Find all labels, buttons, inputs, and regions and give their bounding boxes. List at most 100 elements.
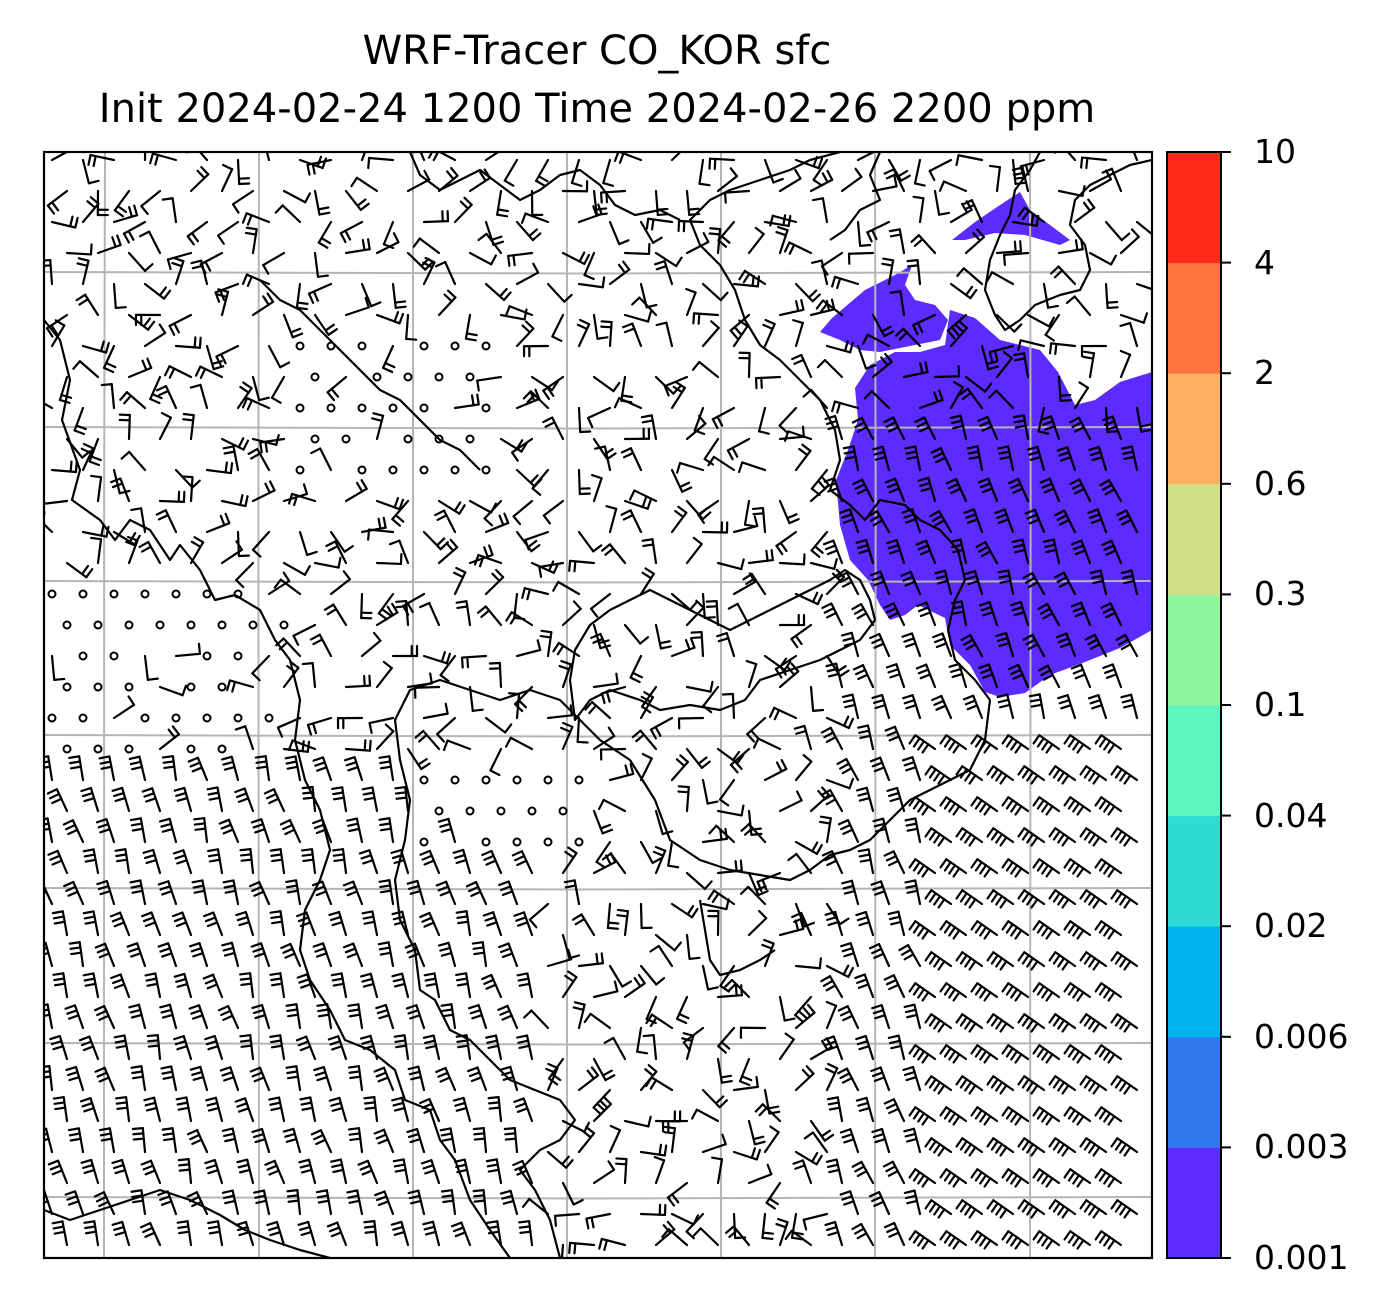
wind-barb (130, 1065, 147, 1092)
wind-barb (307, 282, 333, 304)
plume-northeast-area (952, 192, 1070, 245)
wind-barb-calm (481, 775, 491, 785)
wind-barb (138, 540, 162, 565)
wind-barb (391, 282, 407, 309)
wind-barb (823, 477, 844, 503)
wind-barb (884, 725, 906, 751)
wind-barb (949, 200, 973, 224)
wind-barb (995, 631, 1015, 658)
wind-barb (171, 911, 193, 937)
wind-barb (871, 445, 891, 472)
wind-barb (821, 850, 844, 875)
wind-barb (825, 1000, 838, 1030)
wind-barb (902, 694, 922, 720)
wind-barb (205, 461, 234, 475)
wind-barb (608, 964, 633, 988)
map-frame (42, 150, 1154, 1260)
wind-barb (344, 189, 370, 211)
wind-barb (90, 536, 103, 565)
wind-barb (908, 734, 937, 754)
wind-barb (997, 445, 1015, 472)
wind-barb (1001, 1106, 1030, 1126)
wind-barb-calm (465, 806, 475, 816)
wind-barb (939, 858, 968, 878)
wind-barb (310, 447, 333, 472)
wind-barb (977, 415, 999, 441)
wind-barb (275, 637, 302, 658)
wind-barb (855, 1035, 875, 1061)
wind-barb (205, 1096, 224, 1123)
wind-barb (1054, 509, 1077, 534)
wind-barb (841, 879, 860, 906)
wind-barb (100, 383, 116, 410)
wind-barb (924, 889, 953, 909)
wind-barb (794, 591, 824, 606)
wind-barb (701, 1133, 727, 1154)
wind-barb (347, 1127, 364, 1154)
wind-barb (95, 818, 116, 844)
wind-barb (1063, 1230, 1092, 1250)
wind-barb (751, 506, 767, 534)
wind-barb (173, 972, 193, 999)
wind-barb (1079, 1075, 1108, 1095)
wind-barb (118, 413, 131, 441)
wind-barb (473, 553, 503, 568)
wind-barb (1110, 827, 1139, 847)
wind-barb (498, 880, 519, 906)
wind-barb (988, 344, 1015, 363)
wind-barb (131, 1126, 147, 1154)
wind-barb-calm (419, 465, 429, 475)
wind-barb (511, 437, 534, 462)
wind-barb (645, 1076, 674, 1092)
wind-barb (1017, 1075, 1046, 1095)
wind-barb (855, 1096, 875, 1123)
wind-barb (723, 978, 751, 999)
wind-barb (820, 975, 844, 999)
wind-barb (577, 530, 603, 553)
wind-barb (666, 1181, 689, 1207)
wind-barb (360, 972, 379, 999)
wind-barb (810, 530, 829, 558)
wind-barb (512, 1159, 534, 1185)
wind-barb (44, 402, 54, 410)
wind-barb (1042, 538, 1061, 565)
wind-barb (592, 375, 621, 393)
wind-barb (375, 602, 399, 627)
wind-barb (484, 568, 505, 596)
wind-barb (1087, 508, 1108, 534)
wind-barb (1088, 445, 1108, 472)
wind-barb (602, 158, 615, 187)
wind-barb (65, 437, 92, 459)
wind-barb (595, 840, 612, 869)
wind-barb (902, 361, 929, 379)
meridian-2 (257, 152, 260, 1258)
wind-barb (422, 651, 452, 665)
wind-barb-calm (372, 372, 382, 382)
wind-barb (1008, 663, 1030, 689)
wind-barb (716, 558, 745, 571)
wind-barb (902, 1065, 922, 1092)
wind-barb (1120, 693, 1139, 720)
wind-barb (174, 468, 201, 489)
wind-barb (986, 271, 1015, 286)
wind-barb (882, 1160, 906, 1185)
wind-barb (670, 754, 689, 782)
wind-barb (87, 154, 116, 168)
wind-barb (1079, 1137, 1108, 1157)
wind-barb (80, 786, 100, 813)
wind-barb (157, 942, 178, 968)
wind-barb (63, 880, 85, 906)
wind-barb (553, 1212, 581, 1227)
wind-barb (794, 155, 824, 170)
wind-barb (623, 973, 646, 999)
wind-barb (504, 305, 534, 317)
wind-barb (75, 293, 100, 317)
wind-barb (856, 344, 877, 370)
wind-barb (1057, 185, 1086, 198)
wind-barb (235, 561, 255, 589)
wind-barb (723, 189, 751, 204)
wind-barb (1094, 1168, 1123, 1188)
wind-barb (313, 556, 342, 569)
wind-barb (964, 569, 984, 596)
wind-barb (851, 416, 875, 441)
